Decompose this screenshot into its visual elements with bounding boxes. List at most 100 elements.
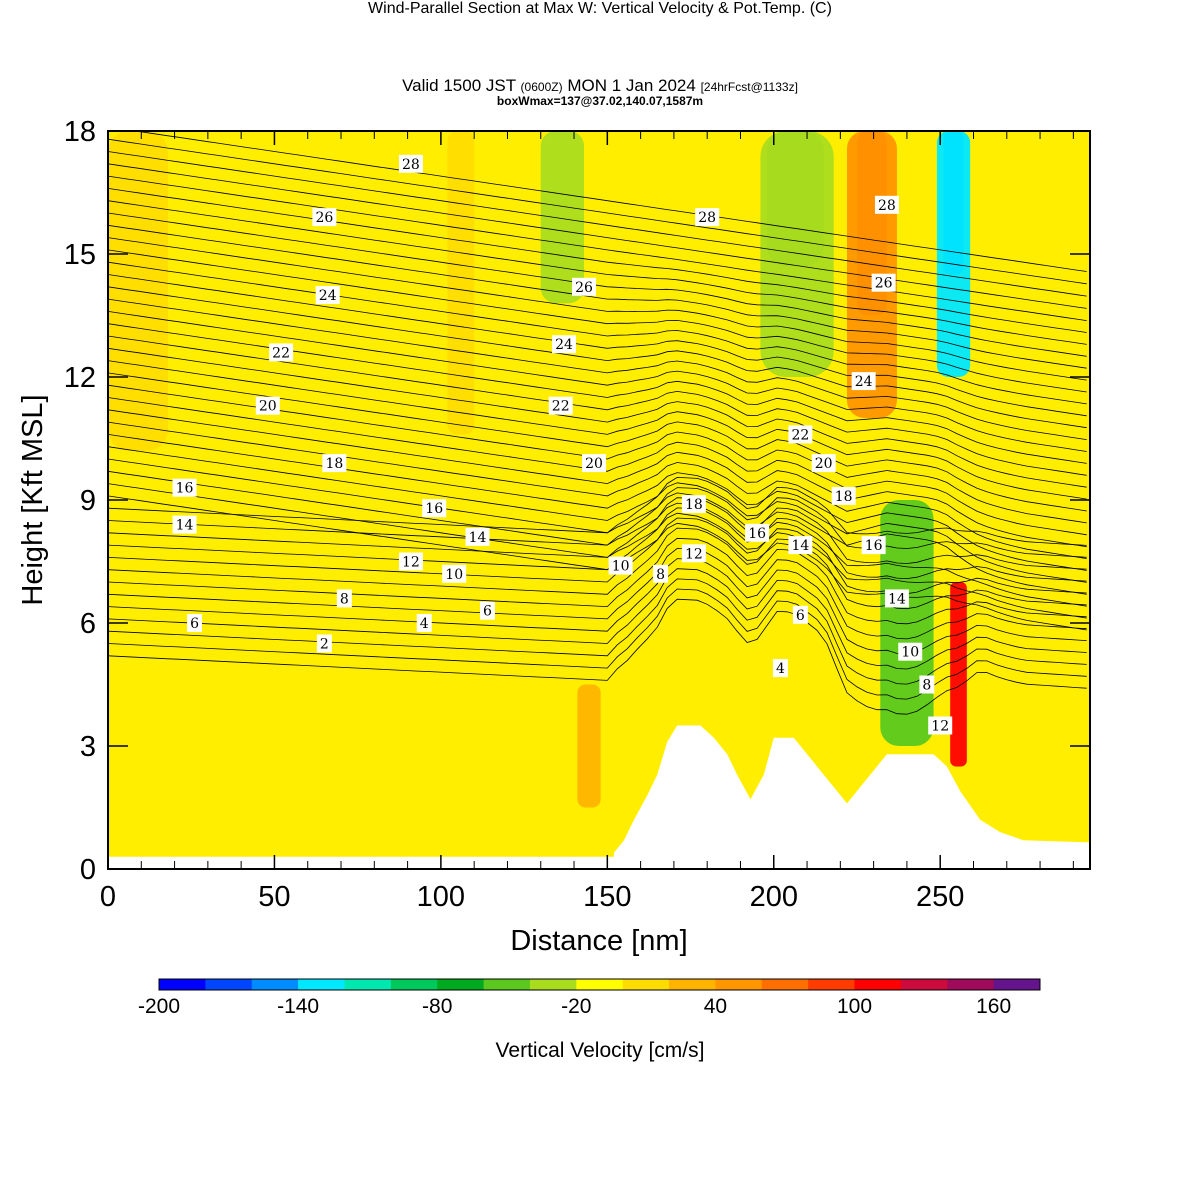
contour-label-bg	[608, 556, 633, 575]
colorbar-tick-label: -200	[138, 995, 180, 1018]
chart-title: Wind-Parallel Section at Max W: Vertical…	[0, 0, 1200, 18]
velocity-field	[108, 131, 1090, 869]
colorbar-swatch	[669, 979, 716, 990]
colorbar-swatch	[251, 979, 299, 990]
valid-time-line: Valid 1500 JST (0600Z) MON 1 Jan 2024 [2…	[0, 76, 1200, 96]
theta-contour-line	[108, 409, 1087, 548]
colorbar-swatch	[159, 979, 206, 990]
colorbar-swatch	[576, 979, 624, 990]
colorbar-swatch	[900, 979, 948, 990]
contour-label: 20	[585, 456, 603, 472]
theta-contour-line	[108, 237, 1087, 381]
contour-label: 10	[445, 567, 463, 583]
contour-label-bg	[548, 396, 573, 415]
y-axis-label: Height [Kft MSL]	[17, 394, 49, 605]
contour-label-bg	[695, 208, 720, 227]
theta-contour-line	[108, 175, 1087, 321]
axes: 0 50 100 150 200 250 0 3 6 9 12 15 18	[64, 116, 1090, 913]
contour-label-bg	[788, 425, 813, 444]
theta-contour-line	[108, 495, 1087, 631]
contour-label: 20	[259, 399, 277, 415]
contour-label-bg	[442, 564, 467, 583]
theta-contour-line	[108, 446, 1087, 583]
contour-label: 6	[483, 604, 492, 620]
contour-label-bg	[898, 642, 923, 661]
contour-label-bg	[187, 614, 203, 632]
contour-label: 16	[176, 481, 194, 497]
contour-label-bg	[316, 634, 332, 653]
contour-label-bg	[315, 286, 340, 304]
theta-contour-line	[108, 298, 1087, 440]
contour-label-bg	[336, 589, 352, 608]
theta-contour-line	[108, 458, 1087, 595]
contour-label: 12	[402, 555, 420, 571]
forecast-info: [24hrFcst@1133z]	[700, 80, 798, 94]
theta-contour-line	[108, 470, 1087, 607]
contour-label: 12	[931, 719, 949, 735]
x-tick-label: 0	[100, 881, 116, 913]
theta-contour-line	[108, 476, 1087, 546]
contour-label: 28	[698, 210, 716, 226]
contour-label: 20	[815, 456, 833, 472]
contour-label: 16	[865, 538, 883, 554]
contour-label: 16	[748, 526, 766, 542]
colorbar-swatch	[993, 979, 1041, 990]
contour-label-bg	[811, 454, 836, 473]
x-axis-label: Distance [nm]	[510, 925, 687, 957]
x-tick-label: 250	[916, 881, 964, 913]
contour-label-bg	[772, 659, 788, 678]
contour-label: 18	[835, 489, 853, 505]
theta-contour-line	[132, 131, 1087, 272]
colorbar-swatch	[622, 979, 670, 990]
contour-label: 8	[656, 567, 665, 583]
colorbar-swatch	[947, 979, 995, 990]
colorbar-swatch	[298, 979, 345, 990]
theta-contour-line	[108, 188, 1087, 333]
contour-label-bg	[831, 486, 856, 505]
contour-label-bg	[269, 343, 294, 362]
theta-contour-line	[108, 527, 1087, 610]
theta-contour-line	[108, 212, 1087, 357]
contour-label: 22	[272, 345, 290, 361]
theta-contour-line	[108, 163, 1087, 309]
x-tick-label: 50	[258, 881, 290, 913]
contour-label-bg	[884, 589, 909, 608]
valid-time: Valid 1500 JST	[402, 76, 516, 95]
downdraft-255-outer	[936, 131, 971, 377]
colorbar-tick-label: -140	[277, 995, 319, 1018]
valid-utc: (0600Z)	[520, 80, 563, 94]
terrain	[108, 725, 1090, 869]
theta-contour-line	[108, 537, 1087, 625]
colorbar-tick-label: 100	[837, 995, 872, 1018]
updraft-255-lee	[950, 582, 967, 767]
y-tick-label: 18	[64, 116, 96, 148]
contour-label-bg	[572, 277, 597, 296]
terrain-mask	[108, 725, 1090, 869]
x-tick-label: 150	[583, 881, 631, 913]
contour-label: 4	[420, 616, 429, 632]
contour-label: 24	[319, 288, 337, 304]
contour-label-bg	[322, 454, 347, 473]
contour-label: 8	[340, 591, 349, 607]
contour-label-bg	[745, 523, 770, 542]
contour-label-bg	[398, 552, 423, 571]
contour-label-bg	[172, 478, 197, 497]
y-tick-label: 6	[80, 608, 96, 640]
theta-contour-line	[108, 311, 1087, 452]
contour-label: 22	[552, 399, 570, 415]
x-tick-label: 100	[417, 881, 465, 913]
theta-contour-line	[108, 487, 1087, 558]
contour-label: 4	[776, 661, 785, 677]
contour-label-bg	[792, 605, 808, 624]
theta-contour-line	[108, 434, 1087, 571]
colorbar-swatch	[205, 979, 253, 990]
updraft-140-low	[577, 684, 601, 808]
downdraft-205-outer	[760, 131, 834, 377]
contour-label-bg	[172, 515, 197, 534]
contour-label: 2	[320, 637, 329, 653]
valid-date: MON 1 Jan 2024	[567, 76, 696, 95]
theta-contour-line	[108, 497, 1087, 570]
x-tick-label: 200	[750, 881, 798, 913]
y-tick-label: 15	[64, 239, 96, 271]
